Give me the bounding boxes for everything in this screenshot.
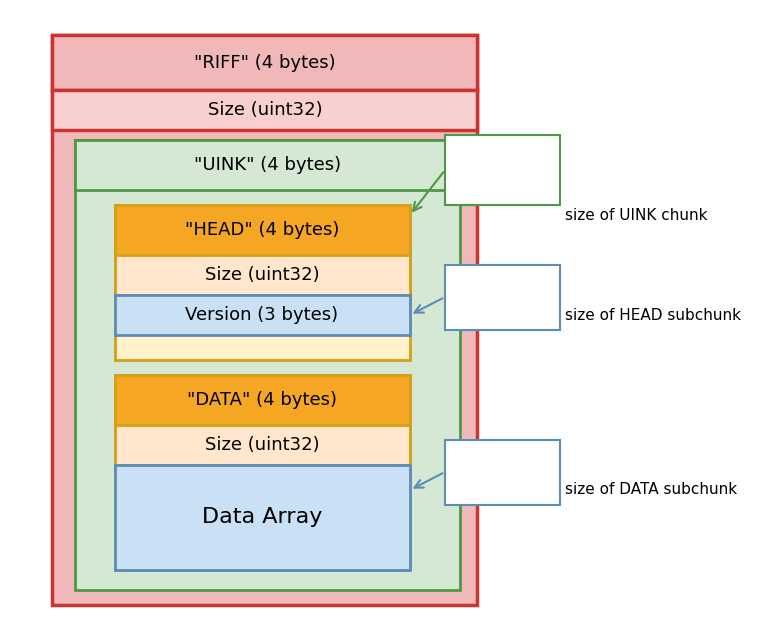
Text: Size (uint32): Size (uint32)	[205, 436, 319, 454]
Text: "RIFF" (4 bytes): "RIFF" (4 bytes)	[194, 54, 336, 72]
Text: "UINK" (4 bytes): "UINK" (4 bytes)	[195, 156, 342, 174]
Text: size of UINK chunk: size of UINK chunk	[565, 207, 707, 223]
Bar	[52, 35, 477, 90]
Bar	[445, 135, 560, 205]
Bar	[115, 205, 410, 255]
Bar	[115, 425, 410, 465]
Text: "DATA" (4 bytes): "DATA" (4 bytes)	[187, 391, 337, 409]
Bar	[115, 295, 410, 335]
Bar	[75, 140, 460, 190]
Bar	[115, 465, 410, 570]
Text: Data Array: Data Array	[202, 507, 322, 527]
Bar	[115, 255, 410, 295]
Text: "HEAD" (4 bytes): "HEAD" (4 bytes)	[185, 221, 339, 239]
Bar	[115, 205, 410, 360]
Bar	[115, 375, 410, 425]
Bar	[445, 440, 560, 505]
Bar	[445, 265, 560, 330]
Bar	[52, 35, 477, 605]
Bar	[115, 375, 410, 570]
Text: Size (uint32): Size (uint32)	[208, 101, 322, 119]
Bar	[52, 90, 477, 130]
Text: size of DATA subchunk: size of DATA subchunk	[565, 483, 737, 498]
Bar	[75, 140, 460, 590]
Text: size of HEAD subchunk: size of HEAD subchunk	[565, 308, 741, 322]
Text: Version (3 bytes): Version (3 bytes)	[186, 306, 339, 324]
Text: Size (uint32): Size (uint32)	[205, 266, 319, 284]
